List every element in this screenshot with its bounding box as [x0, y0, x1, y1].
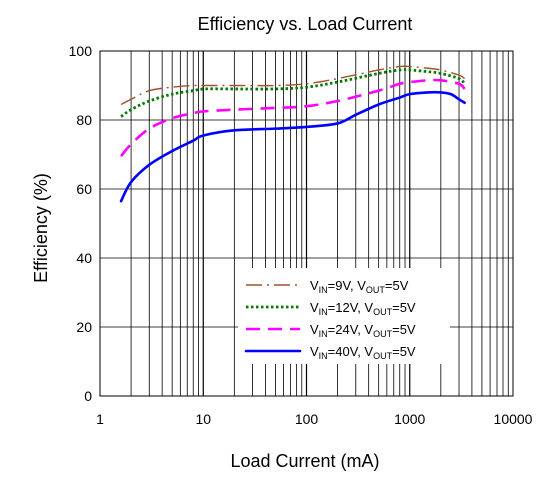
x-tick-label: 100: [295, 411, 319, 427]
x-tick-label: 1: [96, 411, 104, 427]
y-tick-label: 0: [84, 388, 92, 404]
x-axis-label: Load Current (mA): [230, 451, 379, 471]
y-axis-label: Efficiency (%): [31, 173, 51, 283]
legend-label-4: VIN=40V, VOUT=5V: [310, 344, 416, 361]
x-tick-label: 10: [195, 411, 211, 427]
series-line-4: [119, 90, 466, 203]
legend: VIN=9V, VOUT=5V VIN=12V, VOUT=5V VIN=24V, …: [238, 268, 450, 364]
series-line-2: [120, 68, 466, 118]
legend-label-3: VIN=24V, VOUT=5V: [310, 322, 416, 339]
series-line-3: [120, 78, 466, 158]
x-tick-label: 1000: [394, 411, 425, 427]
x-tick-label: 10000: [494, 411, 533, 427]
legend-box: [238, 268, 450, 364]
plot-border: [99, 50, 514, 397]
tick-labels: 1 10 100 1000 10000 0 20 40 60 80 100: [69, 43, 533, 427]
chart-title: Efficiency vs. Load Current: [198, 14, 413, 34]
series-line-1: [120, 65, 466, 106]
y-tick-label: 40: [76, 250, 92, 266]
y-tick-label: 20: [76, 319, 92, 335]
legend-label-2: VIN=12V, VOUT=5V: [310, 300, 416, 317]
y-tick-label: 60: [76, 181, 92, 197]
legend-label-1: VIN=9V, VOUT=5V: [310, 278, 409, 295]
y-tick-label: 100: [69, 43, 93, 59]
series-layer: [119, 65, 466, 203]
y-tick-label: 80: [76, 112, 92, 128]
